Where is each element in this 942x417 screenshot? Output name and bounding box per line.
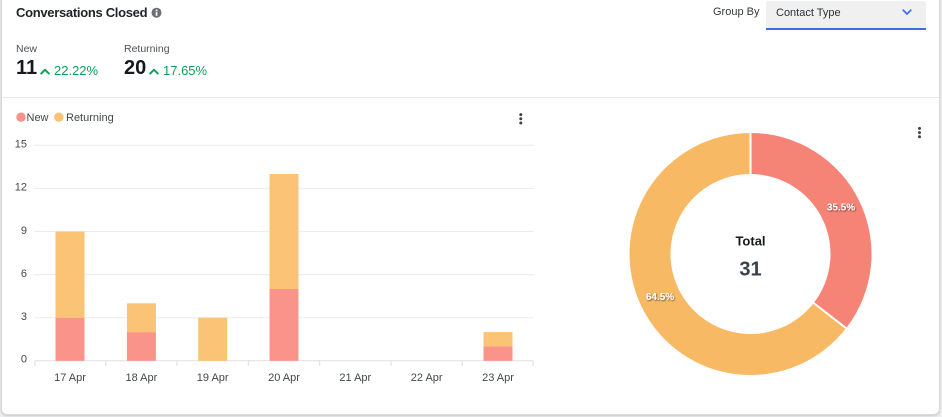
svg-text:9: 9 (21, 225, 27, 237)
svg-text:19 Apr: 19 Apr (197, 372, 229, 384)
svg-text:35.5%: 35.5% (827, 203, 855, 214)
svg-text:15: 15 (15, 139, 27, 151)
svg-text:31: 31 (739, 259, 761, 281)
svg-text:3: 3 (21, 311, 27, 323)
svg-text:6: 6 (21, 268, 27, 280)
svg-text:21 Apr: 21 Apr (339, 372, 371, 384)
svg-text:12: 12 (15, 182, 27, 194)
svg-text:Total: Total (735, 234, 765, 249)
svg-text:23 Apr: 23 Apr (482, 372, 514, 384)
svg-text:17 Apr: 17 Apr (54, 372, 86, 384)
svg-text:New: New (27, 112, 49, 124)
svg-text:20 Apr: 20 Apr (268, 372, 300, 384)
svg-text:22 Apr: 22 Apr (411, 372, 443, 384)
svg-text:64.5%: 64.5% (646, 292, 674, 303)
svg-text:Returning: Returning (66, 112, 114, 124)
svg-text:0: 0 (21, 353, 27, 365)
svg-text:18 Apr: 18 Apr (125, 372, 157, 384)
